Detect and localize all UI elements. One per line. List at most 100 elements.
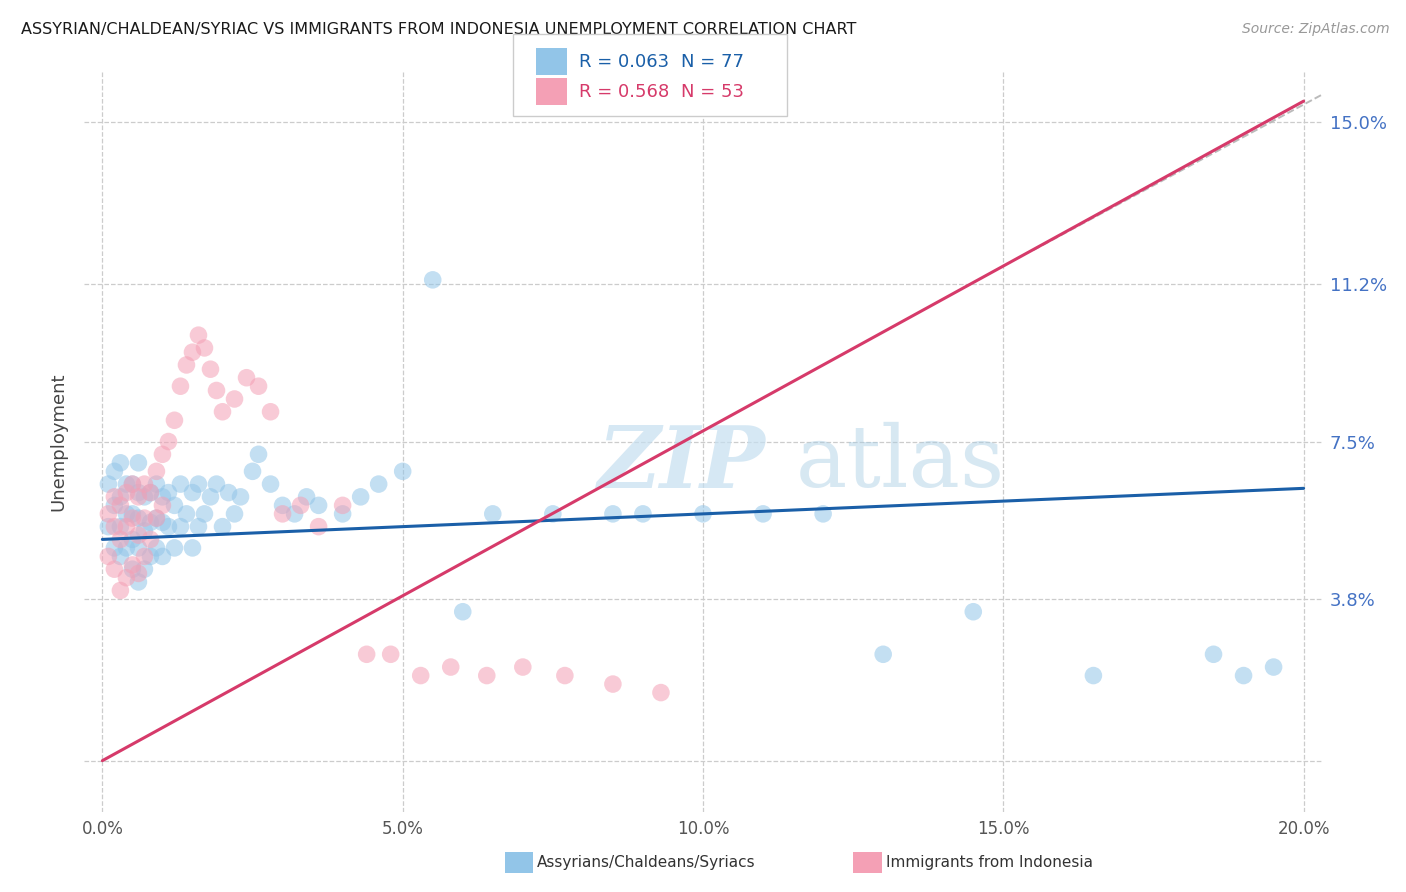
Y-axis label: Unemployment: Unemployment bbox=[49, 372, 67, 511]
Point bbox=[224, 507, 246, 521]
Text: Immigrants from Indonesia: Immigrants from Indonesia bbox=[886, 855, 1092, 870]
Point bbox=[110, 519, 132, 533]
Point bbox=[110, 499, 132, 513]
Point bbox=[110, 549, 132, 564]
Point bbox=[200, 362, 222, 376]
Point bbox=[163, 413, 186, 427]
Point bbox=[602, 677, 624, 691]
Point bbox=[115, 477, 138, 491]
Point bbox=[1202, 648, 1225, 662]
Point bbox=[127, 541, 149, 555]
Point bbox=[97, 549, 120, 564]
Point bbox=[145, 477, 167, 491]
Point bbox=[134, 549, 156, 564]
Point bbox=[127, 566, 149, 581]
Point bbox=[163, 499, 186, 513]
Point bbox=[181, 541, 204, 555]
Point bbox=[103, 541, 125, 555]
Point bbox=[187, 477, 209, 491]
Point bbox=[110, 583, 132, 598]
Point bbox=[229, 490, 252, 504]
Point bbox=[224, 392, 246, 406]
Point bbox=[247, 379, 270, 393]
Point bbox=[110, 533, 132, 547]
Point bbox=[134, 524, 156, 538]
Point bbox=[284, 507, 307, 521]
Point bbox=[115, 571, 138, 585]
Point bbox=[308, 519, 330, 533]
Point bbox=[121, 558, 143, 572]
Point bbox=[97, 477, 120, 491]
Point bbox=[409, 668, 432, 682]
Point bbox=[121, 562, 143, 576]
Point bbox=[242, 464, 264, 478]
Point bbox=[127, 485, 149, 500]
Point bbox=[752, 507, 775, 521]
Point bbox=[163, 541, 186, 555]
Text: ASSYRIAN/CHALDEAN/SYRIAC VS IMMIGRANTS FROM INDONESIA UNEMPLOYMENT CORRELATION C: ASSYRIAN/CHALDEAN/SYRIAC VS IMMIGRANTS F… bbox=[21, 22, 856, 37]
Point bbox=[110, 456, 132, 470]
Point bbox=[139, 485, 162, 500]
Point bbox=[115, 485, 138, 500]
Point bbox=[350, 490, 373, 504]
Text: R = 0.063: R = 0.063 bbox=[579, 53, 669, 70]
Point bbox=[103, 562, 125, 576]
Point bbox=[811, 507, 834, 521]
Point bbox=[103, 519, 125, 533]
Point bbox=[139, 516, 162, 530]
Point bbox=[872, 648, 894, 662]
Point bbox=[97, 519, 120, 533]
Text: atlas: atlas bbox=[796, 422, 1005, 506]
Point bbox=[169, 519, 191, 533]
Text: Source: ZipAtlas.com: Source: ZipAtlas.com bbox=[1241, 22, 1389, 37]
Text: R = 0.568: R = 0.568 bbox=[579, 83, 669, 101]
Point bbox=[259, 405, 281, 419]
Point bbox=[145, 511, 167, 525]
Point bbox=[205, 477, 228, 491]
Point bbox=[211, 519, 233, 533]
Point bbox=[380, 648, 402, 662]
Point bbox=[152, 447, 174, 461]
Text: Assyrians/Chaldeans/Syriacs: Assyrians/Chaldeans/Syriacs bbox=[537, 855, 755, 870]
Point bbox=[1263, 660, 1285, 674]
Point bbox=[295, 490, 318, 504]
Point bbox=[187, 519, 209, 533]
Point bbox=[176, 507, 198, 521]
Point bbox=[332, 499, 354, 513]
Point bbox=[127, 490, 149, 504]
Point bbox=[115, 519, 138, 533]
Point bbox=[103, 464, 125, 478]
Point bbox=[134, 562, 156, 576]
Point bbox=[115, 507, 138, 521]
Point bbox=[1232, 668, 1254, 682]
Point bbox=[356, 648, 378, 662]
Point bbox=[271, 507, 294, 521]
Point bbox=[145, 511, 167, 525]
Point bbox=[115, 541, 138, 555]
Point bbox=[157, 434, 180, 449]
Point bbox=[152, 490, 174, 504]
Point bbox=[152, 499, 174, 513]
Point bbox=[211, 405, 233, 419]
Point bbox=[475, 668, 498, 682]
Point bbox=[367, 477, 389, 491]
Point bbox=[127, 456, 149, 470]
Point bbox=[134, 477, 156, 491]
Point bbox=[440, 660, 463, 674]
Point bbox=[127, 574, 149, 589]
Point bbox=[554, 668, 576, 682]
Point bbox=[145, 541, 167, 555]
Point bbox=[181, 485, 204, 500]
Point bbox=[247, 447, 270, 461]
Point bbox=[187, 328, 209, 343]
Point bbox=[602, 507, 624, 521]
Point bbox=[650, 685, 672, 699]
Point bbox=[121, 477, 143, 491]
Point bbox=[134, 511, 156, 525]
Point bbox=[271, 499, 294, 513]
Point bbox=[103, 499, 125, 513]
Point bbox=[391, 464, 413, 478]
Point bbox=[193, 341, 215, 355]
Point bbox=[157, 485, 180, 500]
Point bbox=[145, 464, 167, 478]
